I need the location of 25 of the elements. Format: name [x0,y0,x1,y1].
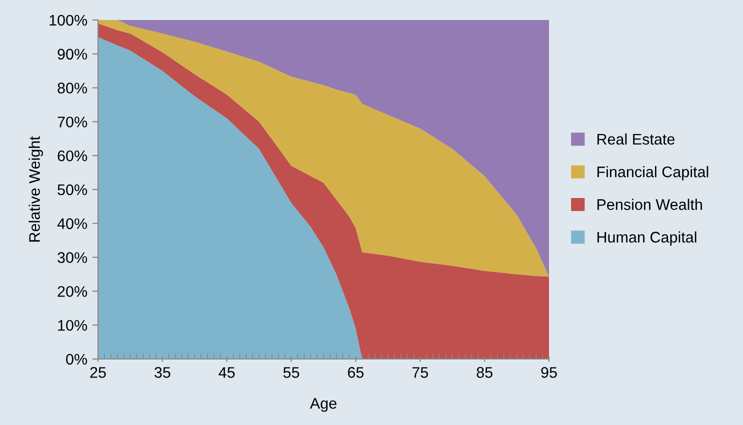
y-tick-label: 80% [58,82,88,94]
x-tick-label: 55 [283,367,300,378]
y-tick-label: 60% [58,150,88,162]
x-tick-label: 85 [476,367,492,378]
legend-label: Financial Capital [597,166,708,180]
y-tick-label: 0% [66,354,88,365]
y-axis-title: Relative Weight [28,136,43,242]
y-tick-label: 40% [57,218,88,230]
x-axis-title: Age [310,398,336,412]
x-tick-label: 35 [154,367,170,378]
x-tick-label: 95 [541,367,557,378]
legend-label: Human Capital [597,231,696,246]
y-tick-label: 30% [58,252,88,263]
x-tick-label: 65 [348,367,364,378]
y-tick-label: 50% [58,184,88,196]
legend-label: Real Estate [597,133,675,145]
y-tick-label: 90% [58,48,88,60]
x-tick-label: 45 [218,367,235,378]
x-tick-label: 25 [90,367,106,378]
y-tick-label: 10% [58,320,88,331]
y-tick-label: 20% [58,286,88,297]
legend-label: Pension Wealth [597,198,702,210]
y-tick-label: 70% [58,116,88,128]
y-tick-label: 100% [50,14,88,26]
x-tick-label: 75 [412,367,428,378]
